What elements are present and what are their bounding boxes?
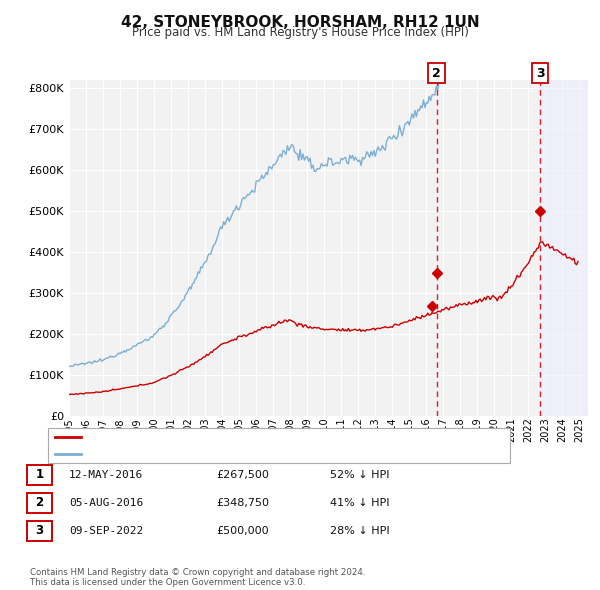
Text: Contains HM Land Registry data © Crown copyright and database right 2024.
This d: Contains HM Land Registry data © Crown c… — [30, 568, 365, 587]
Text: 09-SEP-2022: 09-SEP-2022 — [69, 526, 143, 536]
Text: 3: 3 — [536, 67, 544, 80]
Text: Price paid vs. HM Land Registry's House Price Index (HPI): Price paid vs. HM Land Registry's House … — [131, 26, 469, 39]
Text: HPI: Average price, detached house, Horsham: HPI: Average price, detached house, Hors… — [87, 448, 339, 458]
Text: 2: 2 — [432, 67, 441, 80]
Text: 1: 1 — [35, 468, 44, 481]
Text: 52% ↓ HPI: 52% ↓ HPI — [330, 470, 389, 480]
Text: 12-MAY-2016: 12-MAY-2016 — [69, 470, 143, 480]
Text: 2: 2 — [35, 496, 44, 509]
Text: £348,750: £348,750 — [216, 498, 269, 507]
Text: 42, STONEYBROOK, HORSHAM, RH12 1UN (detached house): 42, STONEYBROOK, HORSHAM, RH12 1UN (deta… — [87, 432, 418, 442]
Bar — [540, 80, 588, 416]
Text: 28% ↓ HPI: 28% ↓ HPI — [330, 526, 389, 536]
Text: 42, STONEYBROOK, HORSHAM, RH12 1UN: 42, STONEYBROOK, HORSHAM, RH12 1UN — [121, 15, 479, 30]
Text: 41% ↓ HPI: 41% ↓ HPI — [330, 498, 389, 507]
Text: £500,000: £500,000 — [216, 526, 269, 536]
Text: £267,500: £267,500 — [216, 470, 269, 480]
Text: 3: 3 — [35, 525, 44, 537]
Text: 05-AUG-2016: 05-AUG-2016 — [69, 498, 143, 507]
